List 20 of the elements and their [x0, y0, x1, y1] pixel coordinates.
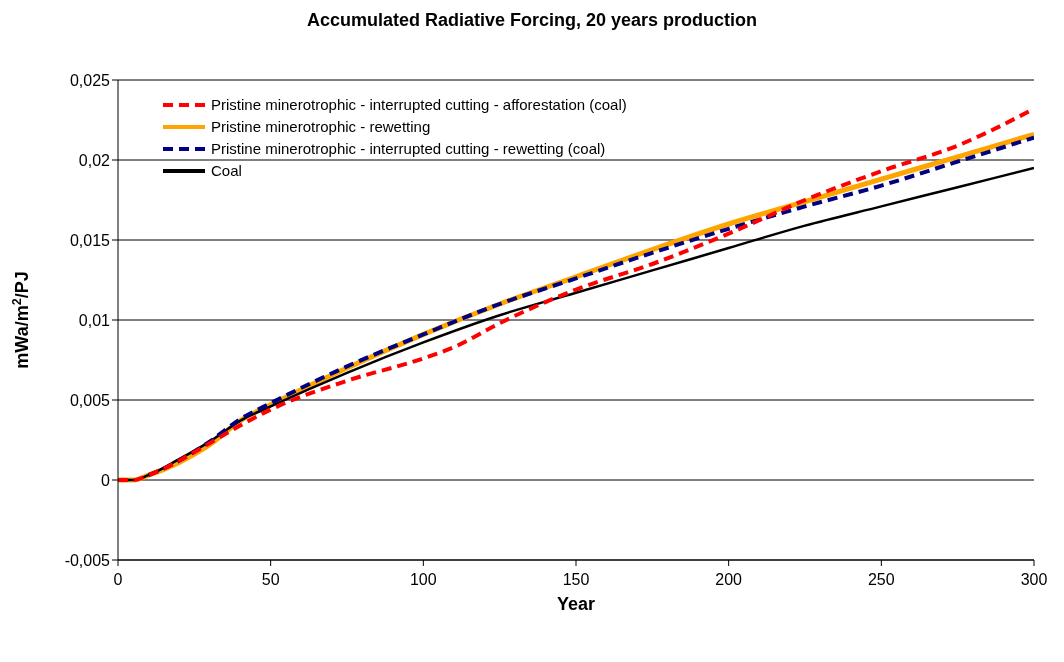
y-tick-label: 0,005 [69, 391, 111, 409]
legend-label: Pristine minerotrophic - interrupted cutting - rewetting (coal) [211, 139, 606, 159]
x-tick-label: 150 [562, 571, 590, 589]
y-tick-label: -0,005 [64, 551, 111, 569]
x-tick-label: 100 [409, 571, 437, 589]
x-tick-label: 300 [1020, 571, 1048, 589]
y-tick-label: 0 [101, 471, 111, 489]
x-axis-title: Year [556, 594, 596, 614]
legend-label: Pristine minerotrophic - interrupted cutting - afforestation (coal) [211, 95, 627, 115]
x-tick-label: 50 [261, 571, 280, 589]
y-tick-label: 0,01 [78, 311, 111, 329]
x-tick-label: 200 [715, 571, 743, 589]
y-tick-label: 0,02 [78, 151, 111, 169]
y-tick-label: 0,025 [69, 71, 111, 89]
y-tick-label: 0,015 [69, 231, 111, 249]
x-tick-label: 250 [867, 571, 895, 589]
legend-label: Pristine minerotrophic - rewetting [211, 117, 431, 137]
chart-title: Accumulated Radiative Forcing, 20 years production [305, 10, 759, 32]
legend-label: Coal [211, 161, 242, 181]
x-tick-label: 0 [113, 571, 123, 589]
